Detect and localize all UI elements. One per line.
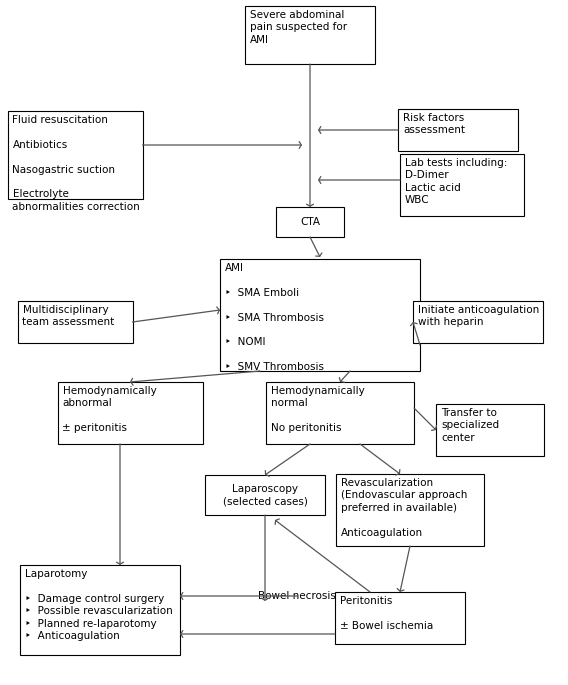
FancyBboxPatch shape [57,382,203,444]
FancyBboxPatch shape [413,301,543,343]
Text: Peritonitis

± Bowel ischemia: Peritonitis ± Bowel ischemia [340,596,433,631]
FancyBboxPatch shape [398,109,518,151]
Text: Laparotomy

‣  Damage control surgery
‣  Possible revascularization
‣  Planned r: Laparotomy ‣ Damage control surgery ‣ Po… [25,569,173,641]
FancyBboxPatch shape [400,154,524,216]
Text: Hemodynamically
normal

No peritonitis: Hemodynamically normal No peritonitis [271,386,365,433]
Text: Lab tests including:
D-Dimer
Lactic acid
WBC: Lab tests including: D-Dimer Lactic acid… [405,158,507,206]
FancyBboxPatch shape [336,474,484,546]
FancyBboxPatch shape [7,111,143,199]
Text: Severe abdominal
pain suspected for
AMI: Severe abdominal pain suspected for AMI [250,10,347,45]
Text: Risk factors
assessment: Risk factors assessment [403,113,465,136]
FancyBboxPatch shape [205,475,325,515]
Text: Multidisciplinary
team assessment: Multidisciplinary team assessment [23,305,115,327]
Text: AMI

‣  SMA Emboli

‣  SMA Thrombosis

‣  NOMI

‣  SMV Thrombosis: AMI ‣ SMA Emboli ‣ SMA Thrombosis ‣ NOMI… [225,263,324,372]
Text: Fluid resuscitation

Antibiotics

Nasogastric suction

Electrolyte
abnormalities: Fluid resuscitation Antibiotics Nasogast… [12,115,140,212]
FancyBboxPatch shape [245,6,375,64]
FancyBboxPatch shape [276,207,344,237]
Text: Transfer to
specialized
center: Transfer to specialized center [441,408,499,443]
FancyBboxPatch shape [18,301,132,343]
Text: Laparoscopy
(selected cases): Laparoscopy (selected cases) [223,484,307,506]
Text: Revascularization
(Endovascular approach
preferred in available)

Anticoagulatio: Revascularization (Endovascular approach… [341,478,467,538]
FancyBboxPatch shape [20,565,180,655]
FancyBboxPatch shape [266,382,414,444]
FancyBboxPatch shape [220,259,420,371]
Text: Hemodynamically
abnormal

± peritonitis: Hemodynamically abnormal ± peritonitis [62,386,156,433]
FancyBboxPatch shape [436,404,544,456]
Text: Bowel necrosis: Bowel necrosis [258,591,336,601]
Text: Initiate anticoagulation
with heparin: Initiate anticoagulation with heparin [418,305,539,327]
Text: CTA: CTA [300,217,320,227]
FancyBboxPatch shape [335,592,465,644]
